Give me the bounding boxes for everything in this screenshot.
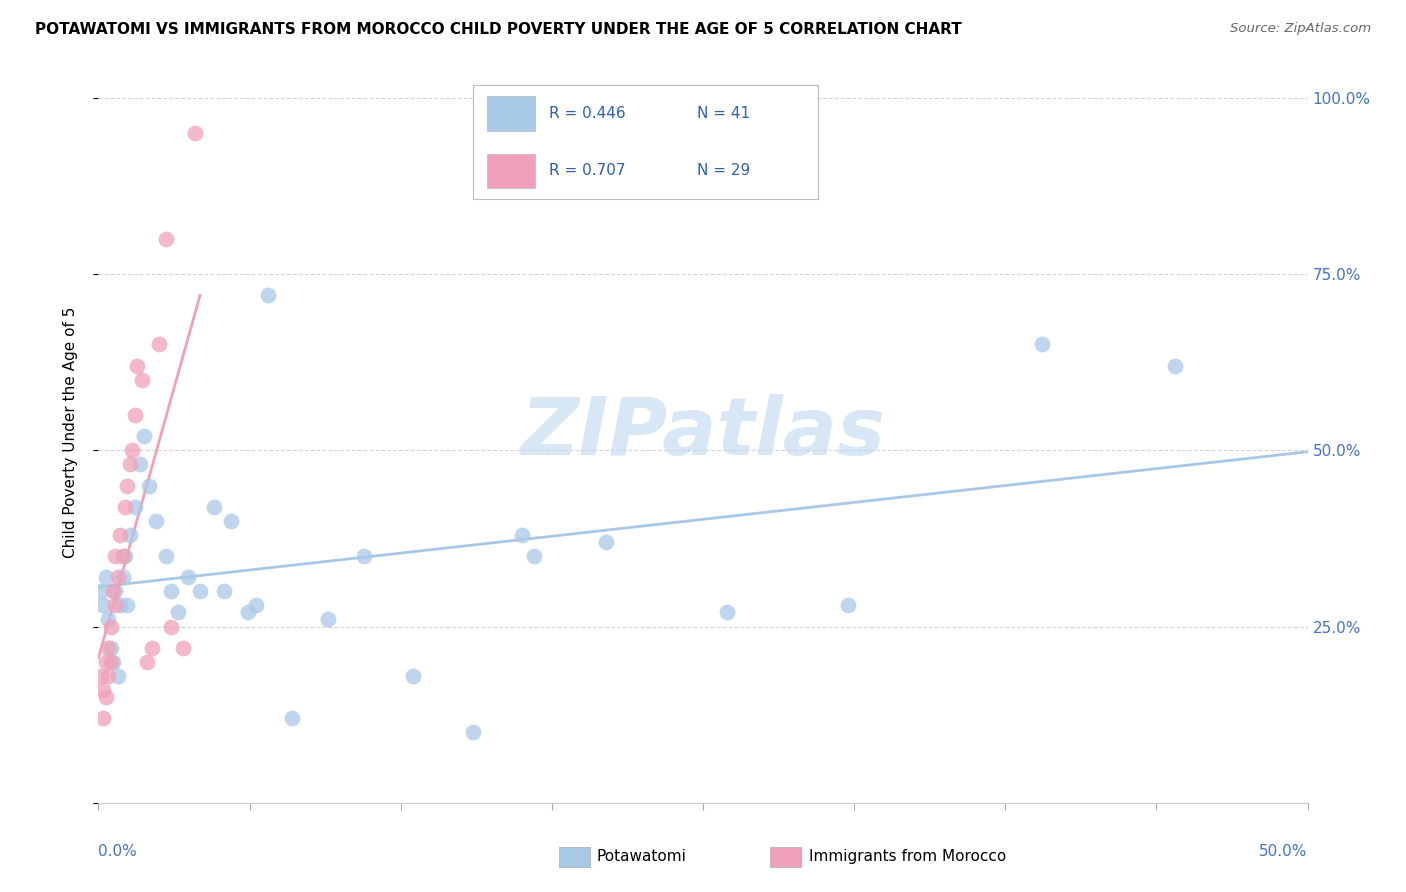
Point bbox=[118, 528, 141, 542]
Point bbox=[90, 669, 112, 683]
Y-axis label: Child Poverty Under the Age of 5: Child Poverty Under the Age of 5 bbox=[63, 307, 77, 558]
Point bbox=[111, 549, 134, 563]
Point bbox=[117, 599, 139, 613]
Point bbox=[94, 570, 117, 584]
Text: POTAWATOMI VS IMMIGRANTS FROM MOROCCO CHILD POVERTY UNDER THE AGE OF 5 CORRELATI: POTAWATOMI VS IMMIGRANTS FROM MOROCCO CH… bbox=[35, 22, 962, 37]
Point bbox=[281, 711, 304, 725]
Point bbox=[172, 640, 194, 655]
Point bbox=[108, 599, 131, 613]
Point bbox=[160, 619, 183, 633]
Text: Potawatomi: Potawatomi bbox=[596, 849, 686, 863]
Point bbox=[107, 669, 129, 683]
Point bbox=[94, 655, 117, 669]
Point bbox=[523, 549, 546, 563]
Point bbox=[716, 606, 738, 620]
Text: 0.0%: 0.0% bbox=[98, 844, 138, 858]
Point bbox=[100, 619, 122, 633]
Point bbox=[221, 514, 243, 528]
Point bbox=[108, 528, 131, 542]
Text: ZIPatlas: ZIPatlas bbox=[520, 393, 886, 472]
Point bbox=[135, 655, 157, 669]
Point bbox=[148, 337, 170, 351]
Point bbox=[97, 669, 120, 683]
Point bbox=[212, 584, 235, 599]
Point bbox=[121, 443, 143, 458]
Point bbox=[177, 570, 200, 584]
Point bbox=[97, 640, 120, 655]
Point bbox=[114, 500, 136, 514]
Point bbox=[510, 528, 533, 542]
Point bbox=[124, 408, 146, 422]
Point bbox=[837, 599, 859, 613]
Point bbox=[104, 549, 127, 563]
Point bbox=[160, 584, 183, 599]
Point bbox=[111, 570, 134, 584]
Point bbox=[595, 535, 617, 549]
Point bbox=[94, 690, 117, 704]
Point bbox=[101, 584, 124, 599]
Point bbox=[107, 570, 129, 584]
Point bbox=[145, 514, 167, 528]
Point bbox=[238, 606, 260, 620]
Point bbox=[91, 711, 114, 725]
Point bbox=[463, 725, 485, 739]
Point bbox=[155, 549, 177, 563]
Point bbox=[167, 606, 190, 620]
Point bbox=[114, 549, 136, 563]
Point bbox=[100, 640, 122, 655]
Point bbox=[127, 359, 149, 373]
Point bbox=[128, 458, 150, 472]
Point bbox=[1163, 359, 1185, 373]
Point bbox=[256, 288, 278, 302]
Point bbox=[117, 478, 139, 492]
Point bbox=[104, 584, 127, 599]
Point bbox=[91, 683, 114, 698]
Point bbox=[353, 549, 375, 563]
Point bbox=[104, 599, 127, 613]
Point bbox=[91, 599, 114, 613]
Point bbox=[100, 655, 122, 669]
Point bbox=[316, 612, 339, 626]
Point bbox=[138, 478, 160, 492]
Point bbox=[118, 458, 141, 472]
Text: 50.0%: 50.0% bbox=[1260, 844, 1308, 858]
Point bbox=[131, 373, 153, 387]
Text: Source: ZipAtlas.com: Source: ZipAtlas.com bbox=[1230, 22, 1371, 36]
Point bbox=[402, 669, 425, 683]
Point bbox=[134, 429, 156, 443]
Point bbox=[101, 655, 124, 669]
Point bbox=[141, 640, 163, 655]
Point bbox=[97, 612, 120, 626]
Point bbox=[1031, 337, 1053, 351]
Point bbox=[155, 232, 177, 246]
Point bbox=[204, 500, 226, 514]
Point bbox=[90, 584, 112, 599]
Point bbox=[184, 126, 207, 140]
Point bbox=[124, 500, 146, 514]
Text: Immigrants from Morocco: Immigrants from Morocco bbox=[810, 849, 1007, 863]
Point bbox=[245, 599, 267, 613]
Point bbox=[188, 584, 211, 599]
